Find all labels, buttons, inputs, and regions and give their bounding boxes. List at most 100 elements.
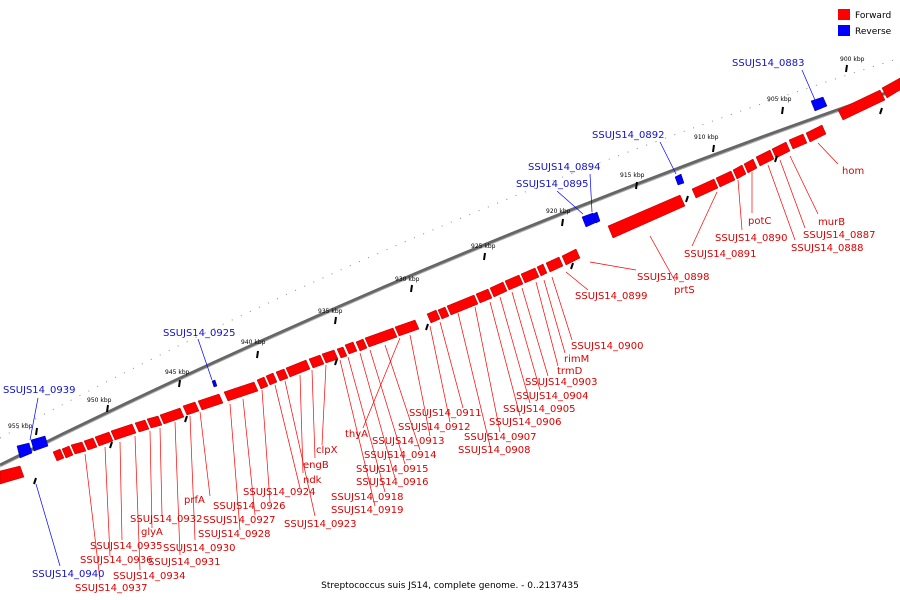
gene-block [30, 435, 49, 452]
gene-label: prtS [674, 285, 695, 296]
gene-block [159, 407, 185, 425]
gene-label: SSUJS14_0891 [684, 249, 757, 260]
gene-block [16, 442, 33, 459]
gene-label: SSUJS14_0935 [90, 541, 163, 552]
minor-marks [33, 107, 883, 485]
gene-label: SSUJS14_0904 [516, 391, 589, 402]
kbp-label: 940 kbp [241, 339, 266, 346]
gene-label: clpX [316, 445, 338, 456]
gene-label: potC [748, 216, 771, 227]
legend-reverse-label: Reverse [855, 27, 892, 37]
legend-forward-label: Forward [855, 11, 891, 21]
gene-block [182, 401, 200, 416]
gene-label: SSUJS14_0900 [571, 341, 644, 352]
gene-label: SSUJS14_0883 [732, 58, 805, 69]
gene-block [732, 164, 747, 180]
gene-block [520, 267, 540, 284]
gene-label: SSUJS14_0936 [80, 555, 153, 566]
gene-block [211, 379, 218, 388]
gene-block [52, 448, 65, 462]
gene-block [364, 327, 398, 348]
gene-label: SSUJS14_0890 [715, 233, 788, 244]
kbp-label: 925 kbp [471, 243, 496, 250]
gene-block [788, 133, 808, 150]
gene-label: SSUJS14_0915 [356, 464, 429, 475]
gene-block [475, 288, 493, 304]
gene-block [446, 294, 479, 316]
backbone [0, 57, 900, 468]
gene-label: SSUJS14_0895 [516, 179, 589, 190]
kbp-label: 955 kbp [8, 423, 33, 430]
gene-label: SSUJS14_0912 [398, 422, 471, 433]
gene-label: SSUJS14_0927 [203, 515, 276, 526]
kbp-label: 900 kbp [840, 56, 865, 63]
kbp-label: 915 kbp [620, 172, 645, 179]
gene-block [592, 211, 601, 224]
genome-caption: Streptococcus suis JS14, complete genome… [321, 581, 579, 591]
reverse-genes [16, 96, 828, 459]
gene-label: SSUJS14_0937 [75, 583, 148, 594]
gene-block [83, 437, 98, 451]
gene-block [110, 423, 137, 441]
gene-block [94, 431, 114, 447]
gene-label: SSUJS14_0894 [528, 162, 601, 173]
gene-block [321, 349, 339, 364]
gene-block [256, 376, 269, 390]
gene-label: SSUJS14_0923 [284, 519, 357, 530]
gene-label: SSUJS14_0914 [364, 450, 437, 461]
kbp-label: 945 kbp [165, 369, 190, 376]
gene-block [275, 368, 289, 382]
gene-label: SSUJS14_0908 [458, 445, 531, 456]
forward-gene-labels: hom murB SSUJS14_0887 SSUJS14_0888 potC … [75, 166, 876, 594]
gene-label: SSUJS14_0932 [130, 514, 203, 525]
gene-block [223, 381, 259, 402]
gene-label: SSUJS14_0906 [489, 417, 562, 428]
gene-label: SSUJS14_0924 [243, 487, 316, 498]
gene-block [810, 96, 828, 112]
gene-block [0, 465, 25, 485]
gene-label: thyA [345, 429, 368, 440]
kbp-label: 920 kbp [546, 208, 571, 215]
gene-block [308, 354, 325, 369]
gene-label: SSUJS14_0930 [163, 543, 236, 554]
gene-label: SSUJS14_0892 [592, 130, 665, 141]
gene-label: SSUJS14_0940 [32, 569, 105, 580]
reverse-leaders [29, 69, 816, 567]
gene-label: SSUJS14_0898 [637, 272, 710, 283]
gene-block [146, 415, 163, 429]
kbp-ticks [35, 64, 848, 436]
kbp-labels: 900 kbp 905 kbp 910 kbp 915 kbp 920 kbp … [8, 56, 865, 430]
gene-block [61, 445, 74, 459]
reverse-gene-labels: SSUJS14_0883 SSUJS14_0892 SSUJS14_0894 S… [3, 58, 805, 580]
gene-block [674, 173, 685, 186]
gene-label: SSUJS14_0916 [356, 477, 429, 488]
gene-block [336, 346, 348, 359]
gene-block [355, 338, 368, 352]
gene-block [545, 256, 564, 273]
gene-label: murB [818, 217, 845, 228]
gene-label: SSUJS14_0899 [575, 291, 648, 302]
kbp-label: 905 kbp [767, 96, 792, 103]
kbp-label: 935 kbp [318, 308, 343, 315]
forward-genes [0, 77, 900, 485]
forward-leaders [84, 142, 839, 581]
gene-block [755, 149, 775, 167]
gene-label: SSUJS14_0913 [372, 436, 445, 447]
gene-label: SSUJS14_0931 [148, 557, 221, 568]
gene-label: ndk [303, 475, 322, 486]
gene-label: SSUJS14_0887 [803, 230, 876, 241]
gene-label: SSUJS14_0939 [3, 385, 76, 396]
gene-block [394, 319, 420, 337]
gene-block [197, 393, 224, 411]
gene-label: SSUJS14_0928 [198, 529, 271, 540]
gene-label: hom [842, 166, 864, 177]
gene-label: SSUJS14_0911 [409, 408, 482, 419]
gene-label: SSUJS14_0903 [525, 377, 598, 388]
gene-block [285, 359, 311, 378]
gene-label: SSUJS14_0926 [213, 501, 286, 512]
gene-block [489, 281, 508, 298]
backbone-line [0, 86, 900, 467]
gene-block [70, 441, 87, 455]
gene-block [691, 178, 719, 199]
gene-label: SSUJS14_0934 [113, 571, 186, 582]
